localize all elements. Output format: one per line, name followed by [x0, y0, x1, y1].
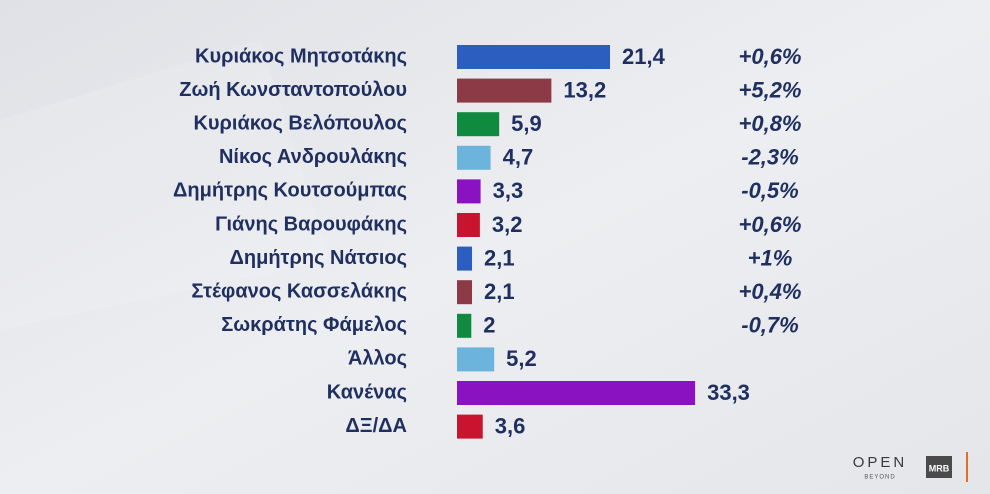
logo-beyond: BEYOND: [864, 475, 895, 481]
value-label: 33,3: [707, 380, 750, 405]
change-label: -0,5%: [741, 178, 798, 203]
category-label: Ζωή Κωνσταντοπούλου: [179, 79, 407, 101]
background-shape: [0, 40, 330, 330]
category-label: Νίκος Ανδρουλάκης: [219, 146, 407, 168]
value-label: 5,9: [511, 111, 542, 136]
change-label: +0,6%: [739, 212, 802, 237]
bar: [457, 45, 611, 69]
category-label: Δημήτρης Κουτσούμπας: [173, 180, 407, 202]
bar: [457, 213, 480, 237]
category-label: ΔΞ/ΔΑ: [345, 415, 407, 437]
category-label: Κυριάκος Βελόπουλος: [193, 112, 407, 134]
category-label: Γιάνης Βαρουφάκης: [215, 213, 407, 235]
value-label: 3,6: [495, 413, 526, 438]
category-label: Στέφανος Κασσελάκης: [191, 280, 407, 302]
bar: [457, 313, 472, 338]
bar: [457, 78, 552, 103]
value-label: 3,3: [493, 178, 524, 203]
logo-open: OPEN: [853, 454, 908, 471]
logo-mrb: MRB: [929, 463, 950, 473]
category-label: Κανένας: [327, 381, 407, 403]
change-label: -0,7%: [741, 313, 798, 338]
bar: [457, 381, 696, 405]
category-label: Άλλος: [348, 348, 407, 370]
bar: [457, 145, 491, 170]
value-label: 4,7: [503, 145, 534, 170]
logo-mrb-box: [926, 456, 952, 478]
category-label: Σωκράτης Φάμελος: [221, 314, 407, 336]
bar: [457, 112, 500, 137]
value-label: 5,2: [506, 346, 537, 371]
bar: [457, 179, 481, 204]
value-label: 2,1: [484, 279, 515, 304]
bar: [457, 414, 483, 439]
category-label: Δημήτρης Νάτσιος: [230, 247, 407, 269]
change-label: +0,6%: [739, 44, 802, 69]
bar: [457, 246, 473, 271]
change-label: +0,8%: [739, 111, 802, 136]
value-label: 13,2: [563, 77, 606, 102]
change-label: -2,3%: [741, 145, 798, 170]
category-label: Κυριάκος Μητσοτάκης: [195, 45, 407, 67]
change-label: +5,2%: [739, 77, 802, 102]
bar: [457, 280, 473, 305]
value-label: 2,1: [484, 245, 515, 270]
value-label: 2: [483, 313, 495, 338]
change-label: +0,4%: [739, 279, 802, 304]
change-label: +1%: [748, 245, 793, 270]
bar: [457, 347, 495, 372]
value-label: 21,4: [622, 44, 666, 69]
value-label: 3,2: [492, 212, 523, 237]
